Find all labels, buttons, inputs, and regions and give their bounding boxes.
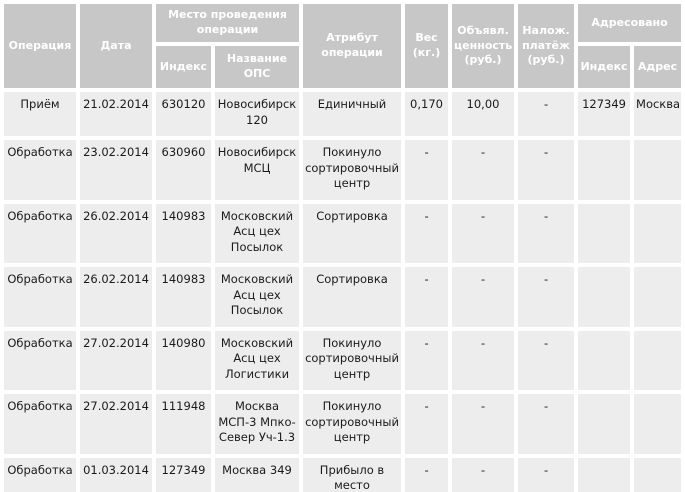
cell-place-index: 140983 bbox=[156, 267, 211, 327]
cell-weight: - bbox=[405, 203, 449, 264]
cell-place-index: 630120 bbox=[156, 92, 211, 137]
cell-operation: Обработка bbox=[4, 267, 76, 327]
cell-operation: Обработка bbox=[4, 457, 76, 492]
col-header-place-index: Индекс bbox=[156, 46, 211, 88]
cell-cod: - bbox=[518, 457, 575, 492]
cell-weight: - bbox=[405, 267, 449, 327]
cell-attribute: Сортировка bbox=[303, 267, 402, 327]
col-header-declared-value: Объявл. ценность (руб.) bbox=[452, 4, 515, 88]
cell-addr-address bbox=[634, 140, 682, 200]
cell-attribute: Сортировка bbox=[303, 203, 402, 264]
col-header-operation: Операция bbox=[4, 4, 76, 88]
cell-weight: - bbox=[405, 394, 449, 454]
cell-cod: - bbox=[518, 92, 575, 137]
cell-declared-value: - bbox=[452, 267, 515, 327]
cell-addr-address bbox=[634, 203, 682, 264]
cell-addr-address bbox=[634, 330, 682, 391]
cell-addr-index bbox=[578, 394, 631, 454]
header-row-subcolumns: Индекс Название ОПС Индекс Адрес bbox=[4, 46, 682, 88]
cell-attribute: Единичный bbox=[303, 92, 402, 137]
cell-addr-index bbox=[578, 457, 631, 492]
table-row: Обработка 27.02.2014 140980 Московский А… bbox=[4, 330, 682, 391]
table-row: Обработка 27.02.2014 111948 Москва МСП-3… bbox=[4, 394, 682, 454]
cell-declared-value: - bbox=[452, 457, 515, 492]
cell-cod: - bbox=[518, 330, 575, 391]
cell-cod: - bbox=[518, 394, 575, 454]
cell-attribute: Прибыло в место вручения bbox=[303, 457, 402, 492]
cell-date: 23.02.2014 bbox=[80, 140, 152, 200]
col-header-place-name: Название ОПС bbox=[215, 46, 300, 88]
cell-addr-index: 127349 bbox=[578, 92, 631, 137]
cell-date: 26.02.2014 bbox=[80, 267, 152, 327]
col-header-addressed-group: Адресовано bbox=[578, 4, 682, 42]
cell-date: 26.02.2014 bbox=[80, 203, 152, 264]
cell-place-name: Москва МСП-3 Мпко-Север Уч-1.3 bbox=[215, 394, 300, 454]
cell-date: 21.02.2014 bbox=[80, 92, 152, 137]
table-row: Обработка 26.02.2014 140983 Московский А… bbox=[4, 267, 682, 327]
cell-addr-index bbox=[578, 140, 631, 200]
col-header-place-group: Место проведения операции bbox=[156, 4, 300, 42]
cell-declared-value: - bbox=[452, 330, 515, 391]
cell-addr-index bbox=[578, 267, 631, 327]
cell-place-index: 140983 bbox=[156, 203, 211, 264]
cell-attribute: Покинуло сортировочный центр bbox=[303, 140, 402, 200]
header-row-groups: Операция Дата Место проведения операции … bbox=[4, 4, 682, 88]
cell-place-name: Московский Асц цех Посылок bbox=[215, 203, 300, 264]
cell-attribute: Покинуло сортировочный центр bbox=[303, 394, 402, 454]
table-row: Обработка 23.02.2014 630960 Новосибирск … bbox=[4, 140, 682, 200]
cell-place-name: Московский Асц цех Логистики bbox=[215, 330, 300, 391]
cell-addr-index bbox=[578, 330, 631, 391]
col-header-addr-address: Адрес bbox=[634, 46, 682, 88]
cell-weight: 0,170 bbox=[405, 92, 449, 137]
cell-declared-value: 10,00 bbox=[452, 92, 515, 137]
cell-place-index: 127349 bbox=[156, 457, 211, 492]
col-header-cod: Налож. платёж (руб.) bbox=[518, 4, 575, 88]
cell-cod: - bbox=[518, 140, 575, 200]
cell-addr-address bbox=[634, 267, 682, 327]
cell-declared-value: - bbox=[452, 394, 515, 454]
cell-addr-index bbox=[578, 203, 631, 264]
cell-declared-value: - bbox=[452, 203, 515, 264]
table-row: Обработка 01.03.2014 127349 Москва 349 П… bbox=[4, 457, 682, 492]
cell-addr-address bbox=[634, 457, 682, 492]
table-body: Приём 21.02.2014 630120 Новосибирск 120 … bbox=[4, 92, 682, 492]
col-header-addr-index: Индекс bbox=[578, 46, 631, 88]
cell-date: 01.03.2014 bbox=[80, 457, 152, 492]
cell-cod: - bbox=[518, 203, 575, 264]
cell-operation: Обработка bbox=[4, 330, 76, 391]
cell-date: 27.02.2014 bbox=[80, 330, 152, 391]
cell-place-index: 630960 bbox=[156, 140, 211, 200]
cell-cod: - bbox=[518, 267, 575, 327]
cell-weight: - bbox=[405, 330, 449, 391]
cell-place-name: Московский Асц цех Посылок bbox=[215, 267, 300, 327]
cell-place-name: Новосибирск МСЦ bbox=[215, 140, 300, 200]
cell-weight: - bbox=[405, 457, 449, 492]
cell-operation: Приём bbox=[4, 92, 76, 137]
cell-date: 27.02.2014 bbox=[80, 394, 152, 454]
cell-operation: Обработка bbox=[4, 140, 76, 200]
cell-place-name: Москва 349 bbox=[215, 457, 300, 492]
table-row: Приём 21.02.2014 630120 Новосибирск 120 … bbox=[4, 92, 682, 137]
col-header-date: Дата bbox=[80, 4, 152, 88]
col-header-attribute: Атрибут операции bbox=[303, 4, 402, 88]
cell-declared-value: - bbox=[452, 140, 515, 200]
cell-operation: Обработка bbox=[4, 203, 76, 264]
cell-addr-address: Москва bbox=[634, 92, 682, 137]
cell-attribute: Покинуло сортировочный центр bbox=[303, 330, 402, 391]
cell-operation: Обработка bbox=[4, 394, 76, 454]
cell-place-index: 140980 bbox=[156, 330, 211, 391]
table-header: Операция Дата Место проведения операции … bbox=[4, 4, 682, 88]
cell-addr-address bbox=[634, 394, 682, 454]
col-header-weight: Вес (кг.) bbox=[405, 4, 449, 88]
cell-weight: - bbox=[405, 140, 449, 200]
cell-place-name: Новосибирск 120 bbox=[215, 92, 300, 137]
cell-place-index: 111948 bbox=[156, 394, 211, 454]
table-row: Обработка 26.02.2014 140983 Московский А… bbox=[4, 203, 682, 264]
